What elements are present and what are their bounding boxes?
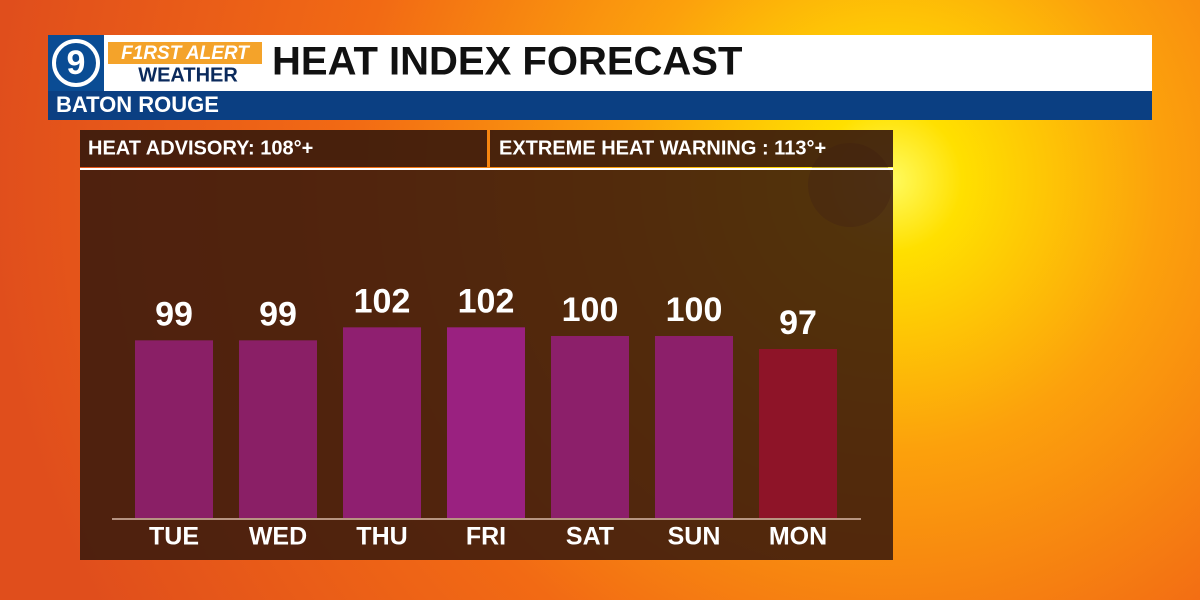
brand-sub: WEATHER (138, 64, 238, 86)
value-label: 97 (779, 304, 817, 342)
bar (655, 336, 733, 518)
value-label: 100 (666, 291, 723, 329)
alert-box (80, 130, 487, 167)
brand-box (108, 42, 262, 64)
value-label: 102 (354, 282, 411, 320)
logo-box (48, 35, 104, 91)
bar (759, 349, 837, 518)
x-tick-label: FRI (466, 523, 506, 551)
value-label: 102 (458, 282, 515, 320)
x-tick-label: SUN (668, 523, 721, 551)
bar (343, 327, 421, 518)
logo-ring (52, 39, 100, 87)
value-label: 100 (562, 291, 619, 329)
alert-box (490, 130, 893, 167)
value-label: 99 (259, 295, 297, 333)
x-tick-label: WED (249, 523, 307, 551)
logo-text: 9 (67, 44, 86, 82)
bar (447, 327, 525, 518)
x-tick-label: THU (356, 523, 407, 551)
bar (239, 340, 317, 518)
x-tick-label: MON (769, 523, 827, 551)
chart-title: HEAT INDEX FORECAST (272, 40, 742, 84)
bar (135, 340, 213, 518)
alert-text: EXTREME HEAT WARNING : 113°+ (499, 137, 826, 159)
alert-text: HEAT ADVISORY: 108°+ (88, 137, 313, 159)
value-label: 99 (155, 295, 193, 333)
brand: F1RST ALERT (121, 43, 250, 64)
x-tick-label: SAT (566, 523, 614, 551)
x-tick-label: TUE (149, 523, 199, 551)
bar (551, 336, 629, 518)
location: BATON ROUGE (56, 92, 219, 117)
location-bar (48, 91, 1152, 120)
